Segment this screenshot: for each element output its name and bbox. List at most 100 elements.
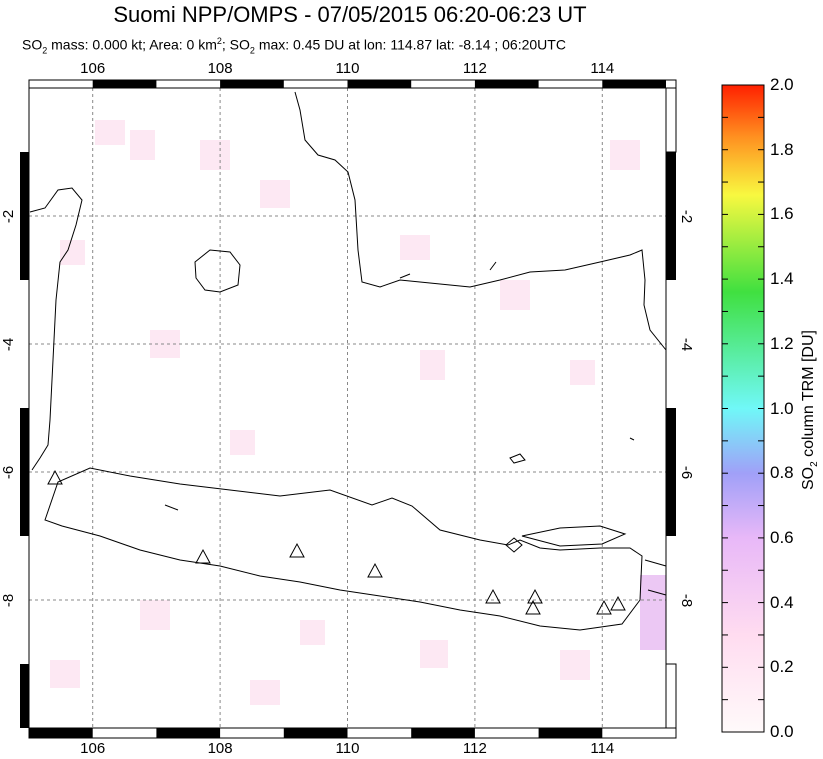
colorbar-tick-label: 0.4 <box>770 592 794 612</box>
so2-patch <box>60 240 85 265</box>
colorbar-tick-label: 0.0 <box>770 722 794 741</box>
so2-patch <box>500 280 530 310</box>
colorbar-label-text: 2 <box>809 461 821 467</box>
frame-bar-bottom <box>538 728 603 738</box>
coast-sumatra <box>29 187 83 471</box>
lon-tick-label-bottom: 110 <box>335 740 360 757</box>
so2-patch <box>230 430 255 455</box>
frame-bar-top <box>474 80 539 88</box>
subtitle: SO2 mass: 0.000 kt; Area: 0 km2; SO2 max… <box>22 36 566 55</box>
colorbar-label-text: column TRM [DU] <box>799 330 817 462</box>
frame-bar-right <box>665 87 677 153</box>
triangle-icon <box>367 562 383 578</box>
lon-tick-label-bottom: 114 <box>590 740 615 757</box>
coast-java <box>44 467 643 631</box>
lat-tick-label-right: -4 <box>678 337 696 352</box>
volcano-markers <box>47 469 626 615</box>
triangle-icon <box>289 542 305 558</box>
colorbar <box>721 84 765 733</box>
so2-patch <box>95 120 125 145</box>
frame-bar-left <box>20 664 29 728</box>
lat-tick-label-right: -2 <box>678 209 696 224</box>
triangle-icon <box>527 588 543 604</box>
diamond-icon <box>505 537 523 553</box>
so2-patch <box>260 180 290 208</box>
lon-tick-label-bottom: 108 <box>207 740 233 757</box>
subtitle-text: 2 <box>216 36 222 46</box>
subtitle-text: max: 0.45 DU at lon: 114.87 lat: -8.14 ;… <box>254 36 566 53</box>
subtitle-text: 2 <box>42 45 48 56</box>
colorbar-label-text: SO <box>799 466 817 490</box>
frame-bar-right <box>666 152 676 280</box>
frame-bars <box>20 79 677 739</box>
lon-tick-label-bottom: 112 <box>462 740 487 757</box>
frame-bar-bottom <box>156 728 221 738</box>
colorbar-tick-label: 0.2 <box>770 657 794 677</box>
lat-tick-label-left: -4 <box>0 337 18 352</box>
so2-patch <box>250 680 280 705</box>
lat-tick-label-right: -6 <box>678 465 696 480</box>
coast-madura <box>521 525 627 547</box>
frame-bar-top <box>602 80 666 88</box>
coast-islands <box>164 261 635 511</box>
colorbar-tick-label: 1.6 <box>770 204 794 224</box>
coast-bangka <box>194 249 241 293</box>
so2-patch <box>140 600 170 630</box>
frame-bar-top-outline <box>28 79 677 89</box>
so2-patches <box>50 120 666 705</box>
colorbar-tick-label: 0.8 <box>770 463 794 483</box>
subtitle-text: mass: 0.000 kt; Area: 0 km <box>47 36 217 53</box>
triangle-icon <box>610 595 626 611</box>
coast-borneo <box>294 91 667 351</box>
so2-patch <box>560 650 590 680</box>
triangle-icon <box>596 599 612 615</box>
grid-lines <box>29 88 666 728</box>
frame-bar-right <box>666 408 676 536</box>
so2-patch <box>570 360 595 385</box>
so2-patch <box>130 130 155 160</box>
so2-patch-max <box>640 575 666 650</box>
so2-patch <box>400 235 430 260</box>
colorbar-tick-label: 0.6 <box>770 527 794 547</box>
frame-bar-right <box>665 663 677 729</box>
triangle-icon <box>47 469 63 485</box>
coastlines <box>29 91 667 631</box>
lat-tick-label-left: -8 <box>0 593 18 608</box>
frame-bar-left <box>20 408 29 536</box>
lon-tick-label-bottom: 106 <box>80 740 106 757</box>
frame-bar-top <box>220 80 284 88</box>
so2-patch <box>420 640 448 668</box>
lon-tick-label-top: 110 <box>335 60 360 77</box>
colorbar-tick-label: 1.8 <box>770 139 794 159</box>
so2-patch <box>300 620 325 645</box>
so2-patch <box>200 140 230 170</box>
colorbar-label: SO2 column TRM [DU] <box>800 330 820 490</box>
lon-tick-label-top: 114 <box>590 60 615 77</box>
subtitle-text: 2 <box>249 45 255 56</box>
triangle-icon <box>195 548 211 564</box>
frame-bar-top <box>347 80 412 88</box>
subtitle-text: SO <box>22 36 43 53</box>
subtitle-text: ; SO <box>221 36 250 53</box>
triangle-icon <box>485 588 501 604</box>
frame-bar-bottom <box>411 728 475 738</box>
frame-bar-bottom <box>283 728 348 738</box>
colorbar-tick-label: 1.2 <box>770 333 794 353</box>
frame-bar-top <box>92 80 157 88</box>
lat-tick-label-left: -6 <box>0 465 18 480</box>
colorbar-tick-label: 2.0 <box>770 75 794 94</box>
triangle-icon <box>525 599 541 615</box>
lon-tick-label-top: 112 <box>462 60 487 77</box>
coast-bali <box>644 559 667 596</box>
so2-patch <box>610 140 640 170</box>
lat-tick-label-right: -8 <box>678 593 696 608</box>
colorbar-tick-label: 1.4 <box>770 269 794 289</box>
frame-bar-left <box>20 152 29 280</box>
lon-tick-label-top: 106 <box>80 60 106 77</box>
page-title: Suomi NPP/OMPS - 07/05/2015 06:20-06:23 … <box>113 2 587 27</box>
frame-bar-bottom <box>29 728 93 738</box>
lat-tick-label-left: -2 <box>0 209 18 224</box>
lon-tick-label-top: 108 <box>207 60 233 77</box>
colorbar-ticks <box>722 84 764 733</box>
